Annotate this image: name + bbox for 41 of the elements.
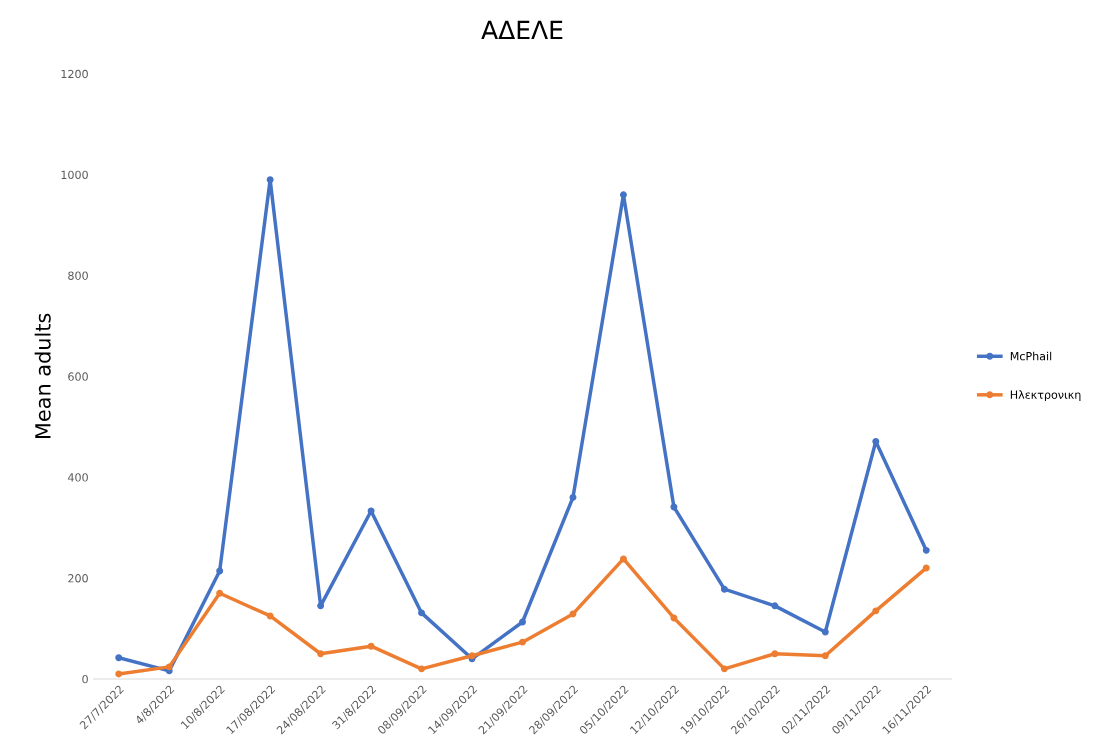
point (115, 654, 123, 662)
point (619, 555, 627, 563)
y-tick-label: 1000 (61, 170, 88, 180)
point (115, 670, 123, 678)
y-tick-label: 400 (67, 473, 88, 482)
point (771, 650, 779, 658)
point (317, 650, 325, 658)
point (771, 602, 779, 610)
point (418, 665, 426, 673)
point (216, 567, 224, 575)
y-tick-label: 600 (68, 372, 88, 381)
chart-title: ΑΔΕΛΕ (481, 20, 563, 40)
point (418, 609, 426, 617)
point (569, 493, 577, 501)
legend-label: Ηλεκτρονικη (1010, 390, 1081, 402)
y-tick-label: 800 (68, 271, 88, 280)
point (872, 607, 880, 615)
y-tick-label: 200 (68, 574, 88, 583)
point (367, 642, 375, 650)
point (821, 628, 829, 636)
point (266, 612, 274, 620)
y-tick-label: 1200 (61, 69, 88, 79)
point (720, 585, 728, 593)
y-tick-label: 0 (82, 674, 88, 684)
point (317, 602, 325, 610)
point (821, 652, 829, 660)
point (619, 191, 627, 199)
point (922, 546, 930, 554)
legend-label: McPhail (1010, 351, 1052, 361)
point (266, 176, 274, 184)
y-axis-title: Mean adults (34, 313, 51, 439)
point (519, 618, 526, 626)
point (569, 610, 577, 618)
point (165, 663, 173, 671)
point (670, 503, 678, 511)
point (922, 564, 930, 572)
point (872, 437, 880, 445)
point (216, 589, 224, 597)
point (720, 665, 728, 673)
point (519, 638, 526, 646)
point (670, 614, 678, 622)
